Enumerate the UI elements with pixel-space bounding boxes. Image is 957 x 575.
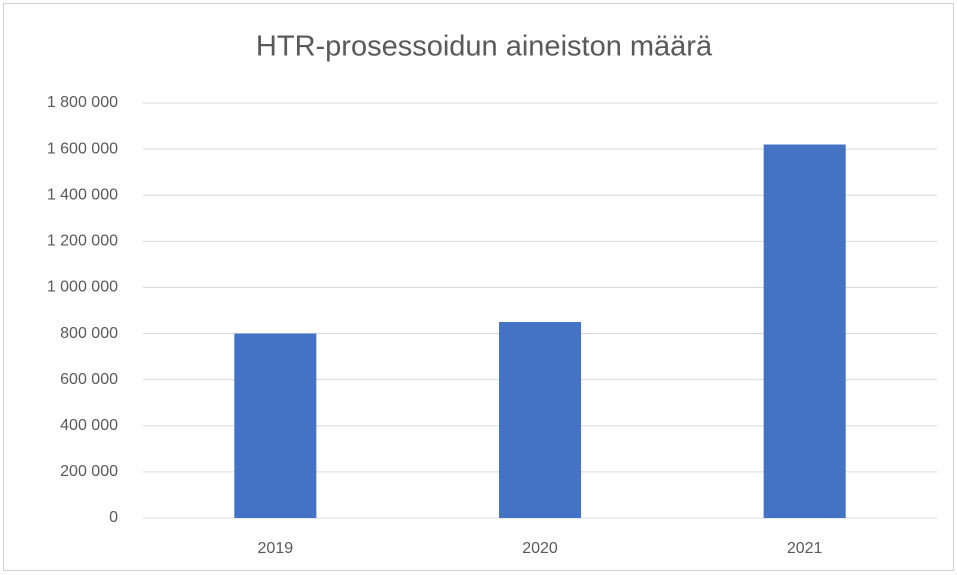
x-tick-label: 2021 — [787, 540, 823, 557]
y-tick-label: 800 000 — [60, 325, 118, 342]
chart-title: HTR-prosessoidun aineiston määrä — [256, 31, 713, 63]
y-tick-label: 1 000 000 — [47, 279, 118, 296]
y-tick-label: 400 000 — [60, 417, 118, 434]
y-tick-label: 1 600 000 — [47, 140, 118, 157]
x-tick-label: 2020 — [522, 540, 558, 557]
y-tick-label: 1 400 000 — [47, 186, 118, 203]
y-tick-label: 1 800 000 — [47, 94, 118, 111]
y-tick-label: 200 000 — [60, 463, 118, 480]
x-tick-label: 2019 — [258, 540, 294, 557]
y-tick-label: 600 000 — [60, 371, 118, 388]
bar — [498, 322, 582, 518]
y-tick-label: 0 — [109, 509, 118, 526]
bar — [763, 144, 846, 518]
bar — [234, 333, 317, 518]
y-tick-label: 1 200 000 — [47, 233, 118, 250]
